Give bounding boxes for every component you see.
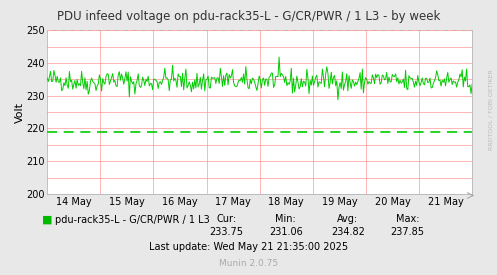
Text: 233.75: 233.75 [209, 227, 243, 237]
Text: Max:: Max: [396, 214, 419, 224]
Text: Last update: Wed May 21 21:35:00 2025: Last update: Wed May 21 21:35:00 2025 [149, 243, 348, 252]
Text: 237.85: 237.85 [391, 227, 424, 237]
Text: Cur:: Cur: [216, 214, 236, 224]
Text: Min:: Min: [275, 214, 296, 224]
Y-axis label: Volt: Volt [14, 101, 24, 123]
Text: Munin 2.0.75: Munin 2.0.75 [219, 260, 278, 268]
Text: Avg:: Avg: [337, 214, 358, 224]
Text: 234.82: 234.82 [331, 227, 365, 237]
Text: PDU infeed voltage on pdu-rack35-L - G/CR/PWR / 1 L3 - by week: PDU infeed voltage on pdu-rack35-L - G/C… [57, 10, 440, 23]
Text: ■: ■ [42, 215, 53, 225]
Text: RRDTOOL / TOBI OETIKER: RRDTOOL / TOBI OETIKER [489, 70, 494, 150]
Text: 231.06: 231.06 [269, 227, 303, 237]
Text: pdu-rack35-L - G/CR/PWR / 1 L3: pdu-rack35-L - G/CR/PWR / 1 L3 [55, 215, 209, 225]
